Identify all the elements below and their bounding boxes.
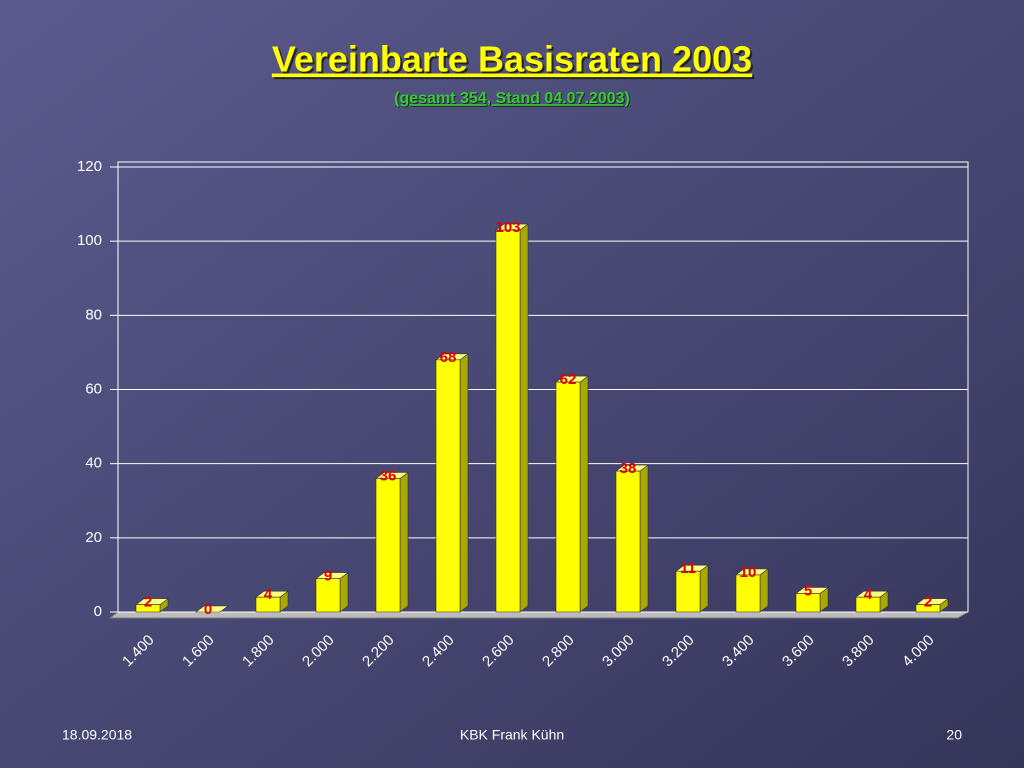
bar-side bbox=[579, 375, 589, 613]
bar bbox=[435, 359, 461, 613]
footer-page: 20 bbox=[946, 727, 962, 743]
footer-author: KBK Frank Kühn bbox=[460, 727, 564, 743]
value-label: 11 bbox=[680, 560, 696, 577]
value-label: 2 bbox=[144, 594, 152, 611]
bar bbox=[375, 478, 401, 613]
bar bbox=[795, 593, 821, 613]
chart-title: Vereinbarte Basisraten 2003 bbox=[272, 39, 752, 80]
y-tick-label: 0 bbox=[94, 603, 102, 620]
value-label: 103 bbox=[495, 219, 520, 236]
value-label: 4 bbox=[264, 586, 273, 603]
y-tick-label: 40 bbox=[85, 455, 102, 472]
bar-side bbox=[759, 568, 769, 613]
bar bbox=[615, 470, 641, 613]
bar bbox=[315, 578, 341, 613]
bar bbox=[255, 596, 281, 613]
bar-top bbox=[195, 605, 229, 613]
value-label: 62 bbox=[560, 371, 577, 388]
y-tick-label: 20 bbox=[85, 529, 102, 546]
y-tick-label: 100 bbox=[77, 232, 102, 249]
bar bbox=[855, 596, 881, 613]
value-label: 10 bbox=[740, 564, 757, 581]
y-tick-label: 80 bbox=[85, 306, 102, 323]
bar-side bbox=[699, 564, 709, 613]
bar bbox=[735, 574, 761, 613]
chart-subtitle: (gesamt 354, Stand 04.07.2003) bbox=[394, 90, 630, 107]
value-label: 9 bbox=[324, 568, 332, 585]
value-label: 0 bbox=[204, 601, 212, 618]
footer-date: 18.09.2018 bbox=[62, 727, 132, 743]
bar-side bbox=[639, 464, 649, 613]
bar-side bbox=[339, 572, 349, 613]
bar-side bbox=[399, 471, 409, 613]
bar bbox=[135, 604, 161, 613]
value-label: 38 bbox=[620, 460, 637, 477]
title-shadow: Vereinbarte Basisraten 2003 bbox=[274, 41, 754, 82]
bar bbox=[555, 381, 581, 613]
y-tick-label: 60 bbox=[85, 380, 102, 397]
value-label: 4 bbox=[864, 586, 873, 603]
value-label: 68 bbox=[440, 349, 457, 366]
value-label: 5 bbox=[804, 582, 812, 599]
bar bbox=[675, 570, 701, 613]
plot-floor bbox=[108, 611, 970, 619]
value-label: 36 bbox=[380, 467, 397, 484]
bar-side bbox=[519, 223, 529, 613]
bar bbox=[915, 604, 941, 613]
bar-side bbox=[459, 353, 469, 613]
bar bbox=[495, 229, 521, 613]
value-label: 2 bbox=[924, 594, 932, 611]
y-tick-label: 120 bbox=[77, 158, 102, 175]
subtitle-shadow: (gesamt 354, Stand 04.07.2003) bbox=[395, 91, 631, 108]
